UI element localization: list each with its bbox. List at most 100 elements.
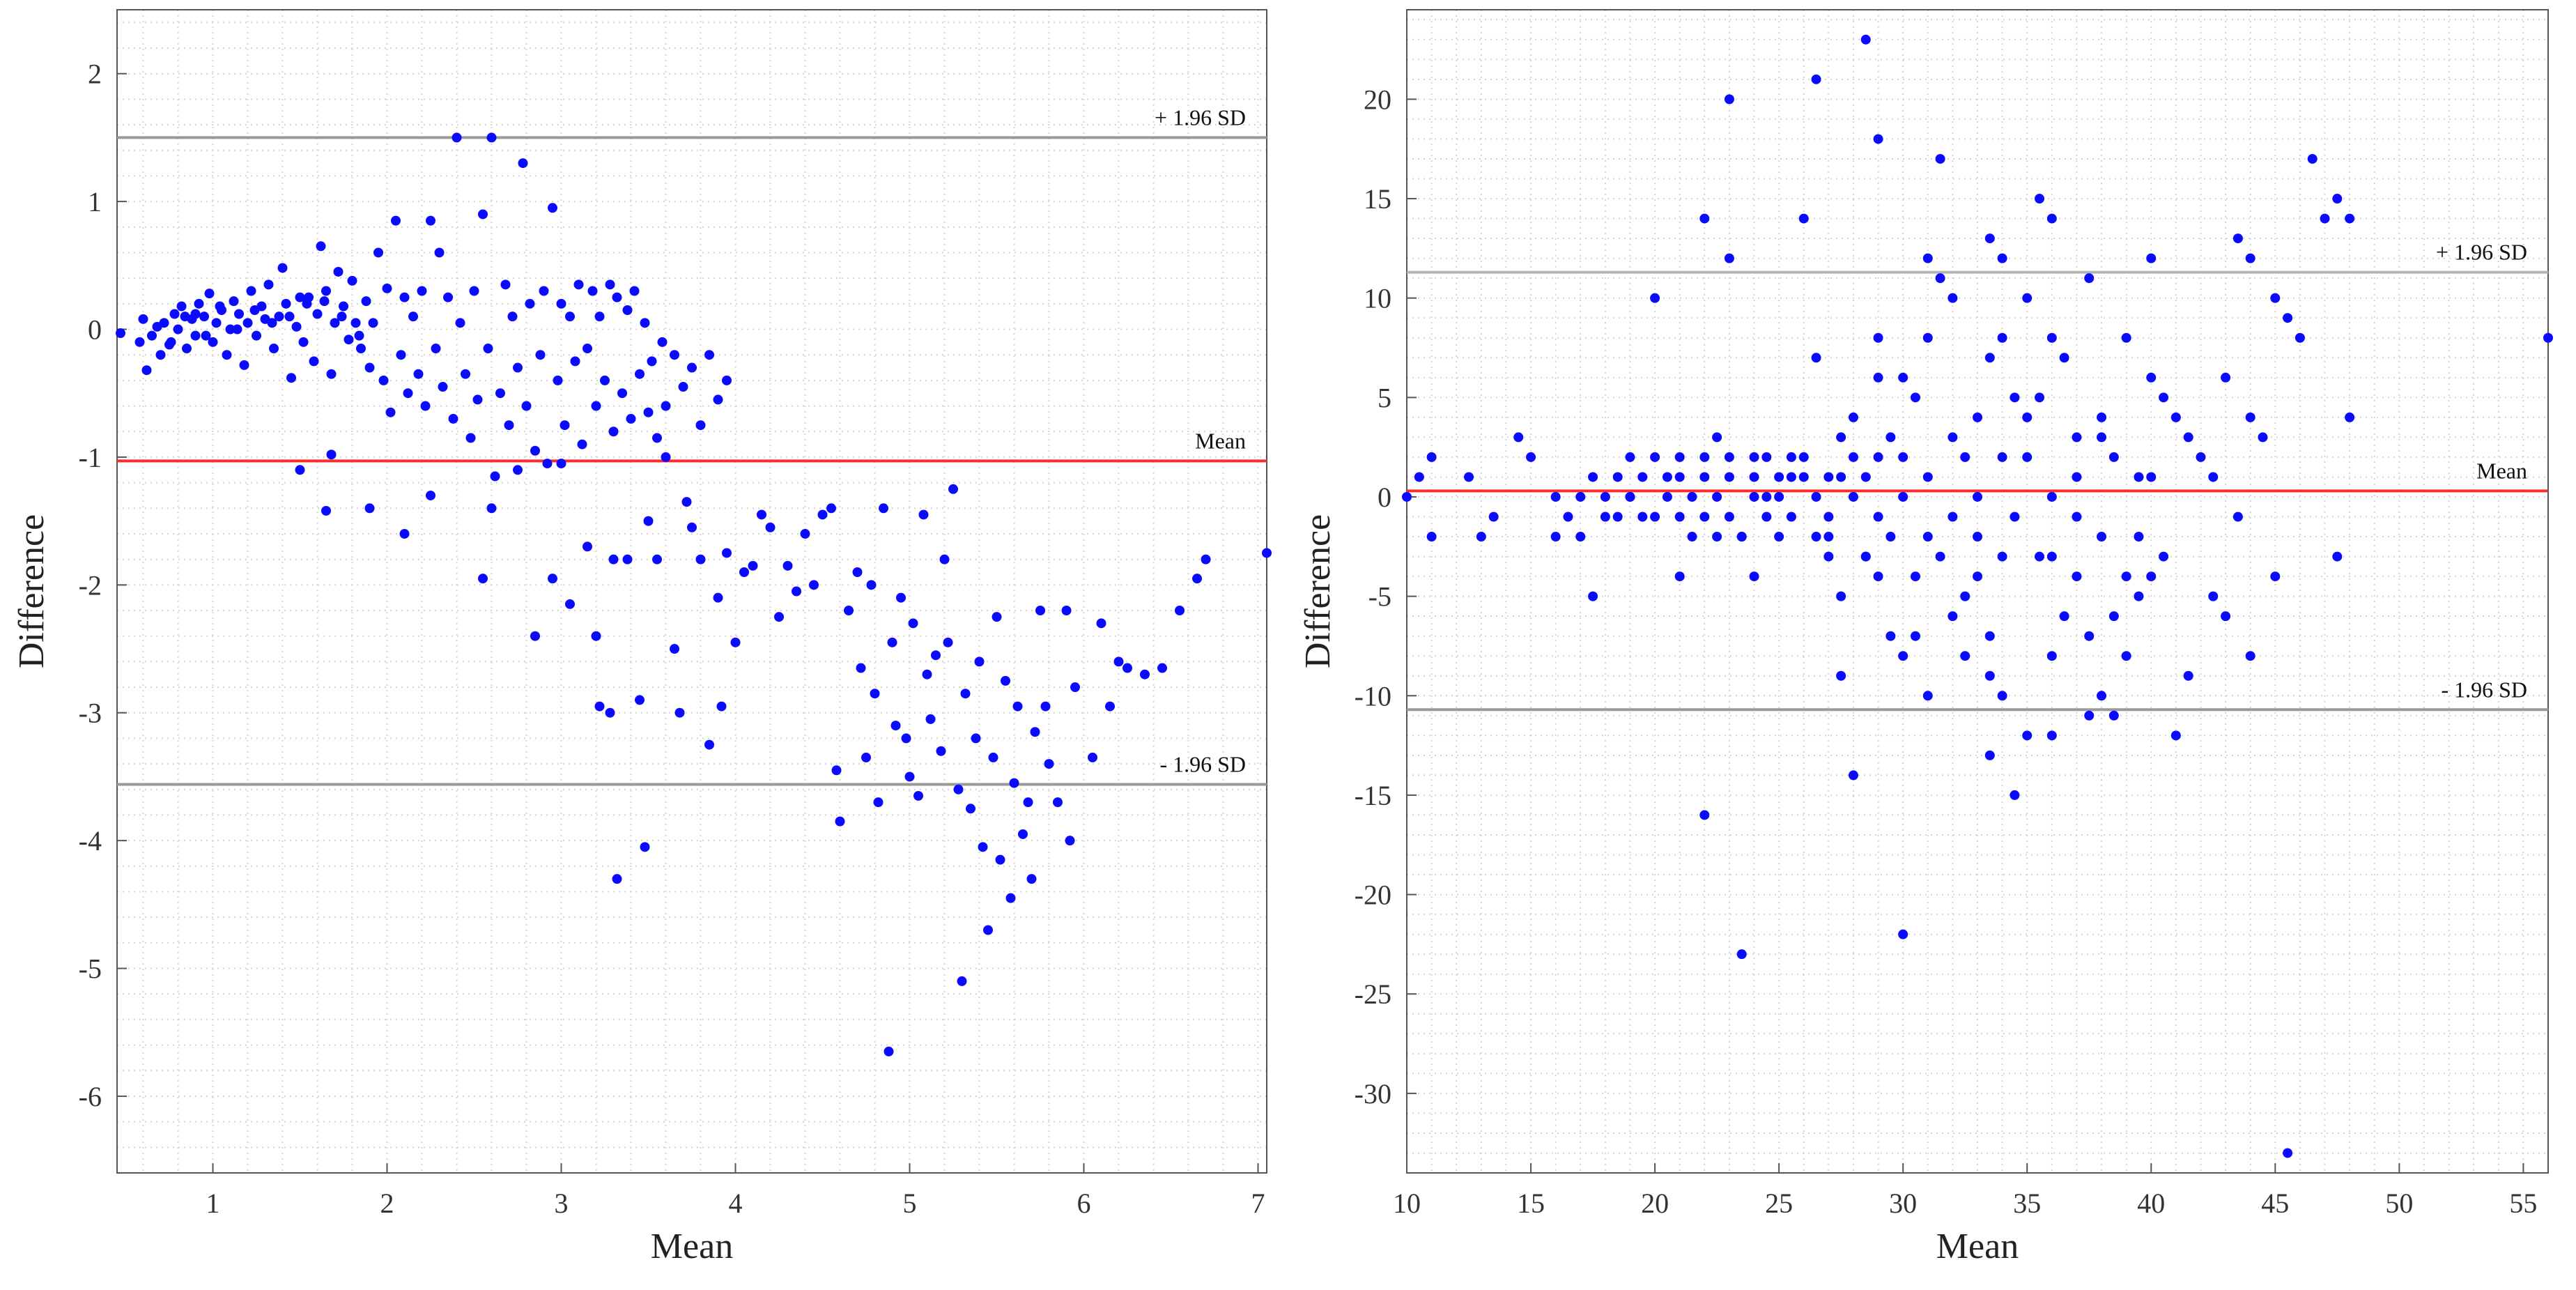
data-point xyxy=(1096,618,1106,629)
data-point xyxy=(138,314,148,324)
data-point xyxy=(368,318,378,328)
data-point xyxy=(2108,611,2119,622)
data-point xyxy=(1724,452,1734,462)
data-point xyxy=(739,567,749,577)
data-point xyxy=(1774,472,1784,482)
data-point xyxy=(1811,74,1821,84)
plot-frame xyxy=(1406,9,2549,1174)
data-point xyxy=(1960,651,1970,661)
data-point xyxy=(500,279,511,290)
data-point xyxy=(591,401,601,411)
data-point xyxy=(2046,551,2057,562)
data-point xyxy=(330,318,340,328)
data-point xyxy=(116,328,125,339)
data-point xyxy=(298,337,309,347)
data-point xyxy=(1699,810,1710,820)
x-tick-label: 45 xyxy=(2261,1188,2289,1219)
data-point xyxy=(1005,893,1016,903)
data-point xyxy=(1935,153,1945,164)
data-point xyxy=(1650,512,1660,522)
x-tick-label: 55 xyxy=(2509,1188,2537,1219)
data-point xyxy=(2097,432,2107,443)
data-point xyxy=(350,318,361,328)
data-point xyxy=(1984,631,1995,641)
data-point xyxy=(713,394,723,405)
data-point xyxy=(344,335,354,345)
data-point xyxy=(2097,691,2107,701)
data-point xyxy=(608,427,619,437)
data-point xyxy=(792,586,801,597)
data-point xyxy=(469,286,479,296)
data-point xyxy=(866,580,877,590)
data-point xyxy=(2046,332,2057,343)
data-point xyxy=(1848,412,1858,422)
data-point xyxy=(1262,548,1272,558)
data-point xyxy=(1922,691,1933,701)
data-point xyxy=(391,215,401,226)
data-point xyxy=(295,292,305,302)
data-point xyxy=(490,471,500,482)
data-point xyxy=(1811,532,1821,542)
plot-frame xyxy=(116,9,1267,1174)
data-point xyxy=(1749,571,1759,582)
data-point xyxy=(396,350,406,360)
data-point xyxy=(1030,727,1040,737)
data-point xyxy=(1948,293,1958,303)
data-point xyxy=(173,324,183,335)
data-point xyxy=(1885,631,1896,641)
data-point xyxy=(1526,452,1536,462)
data-point xyxy=(2232,233,2243,244)
y-tick-label: -6 xyxy=(79,1081,102,1112)
x-tick-label: 25 xyxy=(1765,1188,1793,1219)
data-point xyxy=(2035,194,2045,204)
data-point xyxy=(1761,491,1772,502)
data-point xyxy=(2146,372,2157,383)
data-point xyxy=(2345,213,2355,224)
data-point xyxy=(936,746,946,756)
data-point xyxy=(2258,432,2268,443)
data-point xyxy=(225,324,236,335)
data-point xyxy=(1201,554,1211,565)
data-point xyxy=(1061,606,1072,616)
data-point xyxy=(908,618,918,629)
data-points xyxy=(116,132,1272,1057)
data-point xyxy=(716,701,727,712)
data-point xyxy=(190,330,201,341)
y-axis-title: Difference xyxy=(1298,514,1338,668)
data-point xyxy=(661,452,671,462)
data-point xyxy=(612,292,622,302)
data-point xyxy=(670,644,679,654)
data-point xyxy=(1823,472,1834,482)
x-tick-label: 7 xyxy=(1251,1188,1265,1219)
data-point xyxy=(2270,293,2281,303)
reference-line-label: Mean xyxy=(2476,458,2527,483)
data-point xyxy=(134,337,145,347)
data-point xyxy=(1414,472,1424,482)
data-point xyxy=(960,689,971,699)
data-point xyxy=(2270,571,2281,582)
data-point xyxy=(1973,571,1982,582)
data-point xyxy=(417,286,427,296)
data-point xyxy=(326,450,337,460)
data-point xyxy=(1426,532,1437,542)
data-point xyxy=(2183,670,2193,681)
y-tick-label: -1 xyxy=(79,442,102,473)
data-point xyxy=(364,503,375,514)
data-point xyxy=(2245,651,2255,661)
data-point xyxy=(2170,412,2181,422)
data-point xyxy=(486,132,497,143)
data-point xyxy=(378,375,389,385)
data-point xyxy=(465,433,476,443)
data-point xyxy=(2108,710,2119,721)
data-point xyxy=(1973,412,1982,422)
data-point xyxy=(1612,472,1623,482)
data-point xyxy=(2283,313,2293,323)
y-tick-label: 2 xyxy=(88,59,102,90)
data-point xyxy=(652,433,662,443)
data-point xyxy=(2345,412,2355,422)
data-point xyxy=(1811,353,1821,363)
data-point xyxy=(1848,452,1858,462)
x-axis-title: Mean xyxy=(1936,1227,2019,1266)
data-point xyxy=(583,542,592,552)
data-point xyxy=(232,324,242,335)
